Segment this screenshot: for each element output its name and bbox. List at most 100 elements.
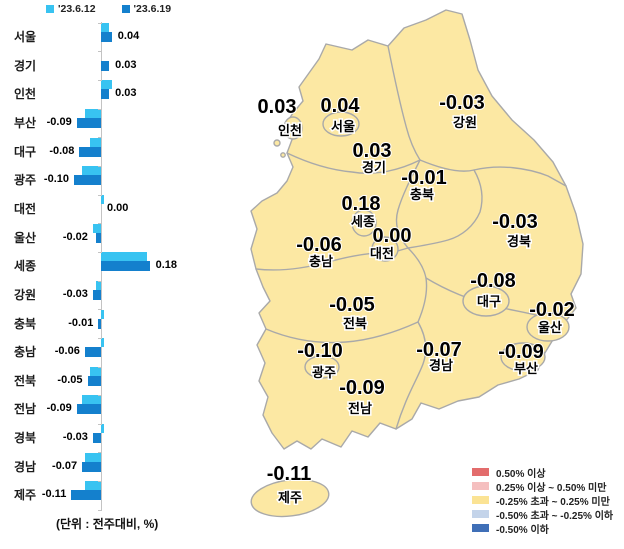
- legend-label-0619: '23.6.19: [133, 3, 172, 15]
- map-legend-row-3: -0.50% 초과 ~ -0.25% 이하: [472, 507, 614, 522]
- axis-tick: [98, 223, 102, 225]
- axis-tick: [98, 309, 102, 311]
- axis-tick: [98, 452, 102, 454]
- bar-value-chungbuk: -0.01: [68, 316, 94, 329]
- bar-0619-seoul: [101, 32, 112, 42]
- map-legend-swatch-0: [472, 468, 489, 476]
- map-value-busan: -0.09: [498, 341, 544, 363]
- bar-value-ulsan: -0.02: [62, 230, 88, 243]
- bar-0619-gwangju: [74, 175, 101, 186]
- map-name-ulsan: 울산: [538, 320, 562, 335]
- map-name-chungnam: 충남: [309, 254, 333, 269]
- bar-value-sejong: 0.18: [155, 259, 178, 272]
- bar-0612-chungbuk: [101, 309, 104, 319]
- bar-value-incheon: 0.03: [115, 87, 137, 100]
- bar-0619-jeju: [71, 490, 101, 501]
- bar-0612-daegu: [90, 137, 101, 147]
- bar-0619-jeonnam: [76, 404, 101, 415]
- bar-value-daejeon: 0.00: [107, 201, 129, 214]
- map-region-busan: [500, 342, 546, 372]
- axis-tick: [98, 481, 102, 483]
- bar-row-name-gangwon: 강원: [14, 287, 37, 302]
- map-name-daegu: 대구: [477, 294, 501, 309]
- legend-label-0612: '23.6.12: [58, 3, 96, 15]
- map-value-gyeongbuk: -0.03: [492, 211, 538, 233]
- bar-0619-gangwon: [92, 289, 101, 300]
- bar-0619-chungbuk: [98, 318, 101, 329]
- bar-row-name-gyeongbuk: 경북: [14, 431, 37, 446]
- bar-0619-busan: [76, 117, 101, 128]
- bar-row-name-ulsan: 울산: [14, 230, 37, 245]
- axis-tick: [98, 80, 102, 81]
- axis-tick: [98, 137, 102, 139]
- axis-tick: [98, 366, 102, 368]
- map-legend-label-4: -0.50% 이하: [496, 524, 549, 536]
- map-name-jeonbuk: 전북: [343, 316, 367, 331]
- map-value-seoul: 0.04: [321, 95, 361, 117]
- map-name-gyeonggi: 경기: [362, 160, 386, 175]
- chart-legend: '23.6.12 '23.6.19: [46, 3, 171, 15]
- bar-0612-busan: [84, 108, 101, 118]
- bar-0612-chungnam: [101, 338, 104, 348]
- map-name-gangwon: 강원: [453, 115, 477, 130]
- bar-0612-gangwon: [95, 280, 101, 290]
- bar-0619-gyeonggi: [101, 60, 110, 71]
- bar-0619-ulsan: [95, 232, 101, 243]
- bar-value-gyeongnam: -0.07: [52, 459, 78, 472]
- bar-value-gwangju: -0.10: [43, 173, 69, 186]
- map-region-ulsan: [526, 312, 570, 342]
- bar-0619-daegu: [79, 146, 101, 157]
- axis-tick: [98, 395, 102, 397]
- bar-0619-sejong: [101, 261, 150, 272]
- bar-row-name-jeonnam: 전남: [14, 402, 37, 417]
- map-name-gyeongbuk: 경북: [507, 234, 531, 249]
- bar-value-seoul: 0.04: [117, 30, 140, 42]
- bar-row-name-incheon: 인천: [14, 87, 37, 102]
- map-name-sejong: 세종: [351, 214, 375, 229]
- map-value-jeonnam: -0.09: [339, 377, 385, 399]
- map-value-chungnam: -0.06: [296, 234, 342, 256]
- map-name-incheon: 인천: [278, 123, 302, 138]
- bar-row-name-jeonbuk: 전북: [14, 373, 37, 388]
- map-value-gyeonggi: 0.03: [353, 140, 392, 162]
- map-color-legend: 0.50% 이상 0.25% 이상 ~ 0.50% 미만 -0.25% 초과 ~ 0…: [472, 465, 614, 536]
- bar-row-name-gwangju: 광주: [14, 173, 37, 188]
- bar-0612-gwangju: [82, 166, 101, 176]
- map-legend-swatch-3: [472, 510, 489, 518]
- legend-item-0612: '23.6.12: [46, 3, 96, 15]
- bar-value-jeju: -0.11: [41, 488, 67, 501]
- bar-row-name-gyeonggi: 경기: [14, 58, 37, 73]
- map-legend-row-4: -0.50% 이하: [472, 521, 613, 536]
- bar-row-name-sejong: 세종: [14, 259, 37, 274]
- map-region-daegu: [462, 285, 510, 317]
- map-region-daejeon: [371, 236, 399, 262]
- axis-tick: [98, 509, 102, 511]
- bar-0612-seoul: [101, 23, 110, 32]
- map-legend-row-1: 0.25% 이상 ~ 0.50% 미만: [472, 479, 613, 494]
- bar-row-name-daejeon: 대전: [14, 201, 37, 216]
- map-region-incheon: [283, 116, 303, 140]
- bar-value-busan: -0.09: [46, 115, 72, 128]
- map-value-gangwon: -0.03: [439, 92, 485, 114]
- bar-value-daegu: -0.08: [49, 144, 75, 157]
- map-city-enclaves: [250, 111, 570, 518]
- map-value-ulsan: -0.02: [529, 299, 575, 321]
- axis-tick: [98, 51, 102, 53]
- bar-value-gyeonggi: 0.03: [115, 58, 137, 71]
- legend-item-0619: '23.6.19: [121, 3, 172, 15]
- map-value-gwangju: -0.10: [297, 340, 343, 362]
- legend-swatch-0619: [121, 5, 130, 13]
- map-legend-label-3: -0.50% 초과 ~ -0.25% 이하: [496, 510, 614, 522]
- bar-0619-jeonbuk: [87, 375, 101, 386]
- axis-tick: [98, 165, 102, 167]
- map-region-seoul: [322, 111, 360, 137]
- map-legend-label-1: 0.25% 이상 ~ 0.50% 미만: [496, 482, 607, 494]
- bar-0619-gyeongbuk: [92, 433, 101, 444]
- map-value-gyeongnam: -0.07: [416, 339, 462, 361]
- map-island-2: [280, 152, 286, 158]
- map-name-jeju: 제주: [278, 490, 302, 505]
- map-legend-row-0: 0.50% 이상: [472, 465, 613, 480]
- axis-tick: [98, 194, 102, 196]
- bar-0612-gyeongbuk: [101, 424, 104, 434]
